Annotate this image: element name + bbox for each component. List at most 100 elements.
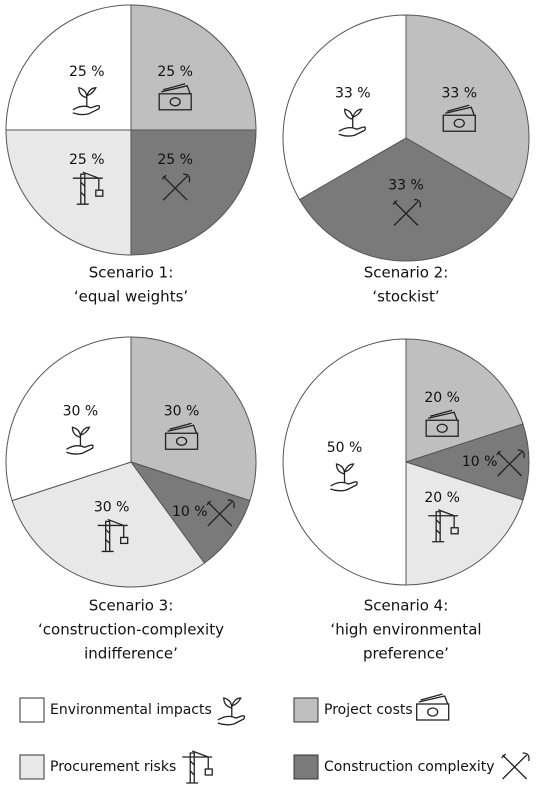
value-label: 20 % [424,490,460,506]
crane-icon [182,750,213,784]
chart-caption: ‘equal weights’ [74,288,188,306]
icon-part [161,173,191,201]
crane-icon [97,518,129,553]
plant-icon [338,108,367,137]
icon-part [164,432,199,450]
pie-slice [5,4,132,131]
icon-part [167,422,198,434]
pie-slice [130,4,257,131]
tools-icon [392,198,422,226]
pie-slice [5,336,132,502]
plant-icon [66,426,94,455]
legend-swatch [19,754,45,780]
icon-part [427,707,439,717]
chart-caption: ‘high environmental [330,621,481,639]
chart-caption: ‘stockist’ [372,288,439,306]
icon-part [175,436,188,446]
crane-icon [72,171,104,205]
icon-part [120,536,129,545]
plant-icon [72,86,101,116]
chart-caption: indifference’ [84,645,178,663]
pie-slice [282,14,407,201]
value-label: 20 % [424,390,460,406]
value-label: 25 % [69,152,105,168]
icon-part [72,171,103,205]
icon-part [72,86,101,116]
icon-part [428,409,458,421]
value-label: 50 % [327,440,363,456]
icon-part [204,768,213,776]
tools-icon [501,752,530,780]
icon-part [453,118,465,128]
pie-slice [298,137,514,262]
chart-caption: Scenario 2: [364,264,449,282]
value-label: 25 % [157,64,193,80]
icon-part [97,518,128,553]
pie-slice [5,129,132,256]
money-icon [416,693,450,721]
pie-slice [130,129,257,256]
pie-slice [282,338,407,586]
icon-part [450,527,459,535]
legend-label: Project costs [324,702,413,718]
value-label: 33 % [388,178,424,194]
icon-part [392,198,422,226]
crane-icon [428,509,459,543]
legend-label: Procurement risks [50,759,176,775]
legend-label: Construction complexity [324,759,495,775]
tools-icon [206,499,235,527]
money-icon [164,422,199,450]
icon-part [418,693,449,705]
chart-caption: ‘construction-complexity [38,621,224,639]
icon-part [217,697,246,726]
icon-part [158,93,192,111]
value-label: 33 % [441,85,477,101]
pie-slice [11,461,206,588]
pie-slice [405,338,524,463]
icon-part [95,189,104,197]
legend-swatch [293,754,319,780]
value-label: 10 % [462,454,498,470]
plant-icon [217,697,246,726]
pie-slice [404,423,530,501]
money-icon [158,83,192,111]
pie-slice [405,14,530,201]
plant-icon [330,463,358,492]
icon-part [496,449,525,477]
money-icon [442,104,476,132]
chart-caption: Scenario 4: [364,597,449,615]
icon-part [182,750,213,784]
icon-part [428,509,459,543]
value-label: 33 % [335,85,371,101]
pie-slice [405,461,524,586]
pie-slice [129,461,251,564]
icon-part [206,499,235,527]
legend-swatch [19,697,45,723]
value-label: 25 % [69,64,105,80]
icon-part [442,114,476,132]
icon-part [416,703,450,721]
tools-icon [496,449,525,477]
tools-icon [161,173,191,201]
legend-swatch [293,697,319,723]
money-icon [425,409,459,437]
value-label: 30 % [94,499,130,515]
chart-caption: Scenario 1: [89,264,174,282]
value-label: 30 % [164,403,200,419]
icon-part [161,83,191,95]
icon-part [66,426,94,455]
icon-part [501,752,530,780]
icon-part [330,463,358,492]
pie-slice [130,336,257,502]
icon-part [445,104,475,116]
icon-part [436,423,448,433]
legend-label: Environmental impacts [50,702,212,718]
value-label: 25 % [157,152,193,168]
icon-part [425,419,459,437]
chart-caption: Scenario 3: [89,597,174,615]
chart-caption: preference’ [363,645,449,663]
icon-part [338,108,367,137]
value-label: 30 % [63,403,99,419]
value-label: 10 % [172,504,208,520]
